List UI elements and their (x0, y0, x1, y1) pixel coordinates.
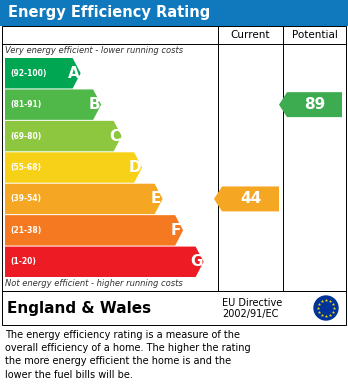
Polygon shape (5, 184, 163, 214)
Text: EU Directive: EU Directive (222, 298, 282, 308)
Polygon shape (5, 247, 204, 277)
Text: The energy efficiency rating is a measure of the
overall efficiency of a home. T: The energy efficiency rating is a measur… (5, 330, 251, 380)
Text: B: B (88, 97, 100, 112)
Text: 44: 44 (240, 192, 261, 206)
Polygon shape (5, 152, 142, 183)
Polygon shape (5, 215, 183, 246)
Polygon shape (5, 58, 81, 88)
Text: E: E (150, 192, 161, 206)
Text: (69-80): (69-80) (10, 131, 41, 141)
Text: Current: Current (231, 30, 270, 40)
Text: (39-54): (39-54) (10, 194, 41, 203)
Polygon shape (5, 121, 122, 151)
Text: Very energy efficient - lower running costs: Very energy efficient - lower running co… (5, 46, 183, 55)
Text: 89: 89 (304, 97, 325, 112)
Polygon shape (214, 187, 279, 212)
Text: (1-20): (1-20) (10, 257, 36, 266)
Bar (0, 0, 348, 26)
Text: G: G (190, 254, 203, 269)
Text: C: C (109, 129, 120, 143)
Text: (92-100): (92-100) (10, 69, 46, 78)
Text: England & Wales: England & Wales (7, 301, 151, 316)
Text: (21-38): (21-38) (10, 226, 41, 235)
Text: 2002/91/EC: 2002/91/EC (222, 309, 278, 319)
Text: F: F (171, 223, 181, 238)
Text: Not energy efficient - higher running costs: Not energy efficient - higher running co… (5, 279, 183, 288)
Circle shape (314, 296, 338, 320)
Bar (2, 291, 346, 325)
Text: (81-91): (81-91) (10, 100, 41, 109)
Polygon shape (5, 90, 101, 120)
Text: D: D (129, 160, 142, 175)
Text: (55-68): (55-68) (10, 163, 41, 172)
Bar (0, 291, 348, 325)
Text: Potential: Potential (292, 30, 338, 40)
Text: A: A (68, 66, 80, 81)
Bar (2, 26, 346, 291)
Text: Energy Efficiency Rating: Energy Efficiency Rating (8, 5, 210, 20)
Bar (0, 325, 348, 391)
Polygon shape (279, 92, 342, 117)
